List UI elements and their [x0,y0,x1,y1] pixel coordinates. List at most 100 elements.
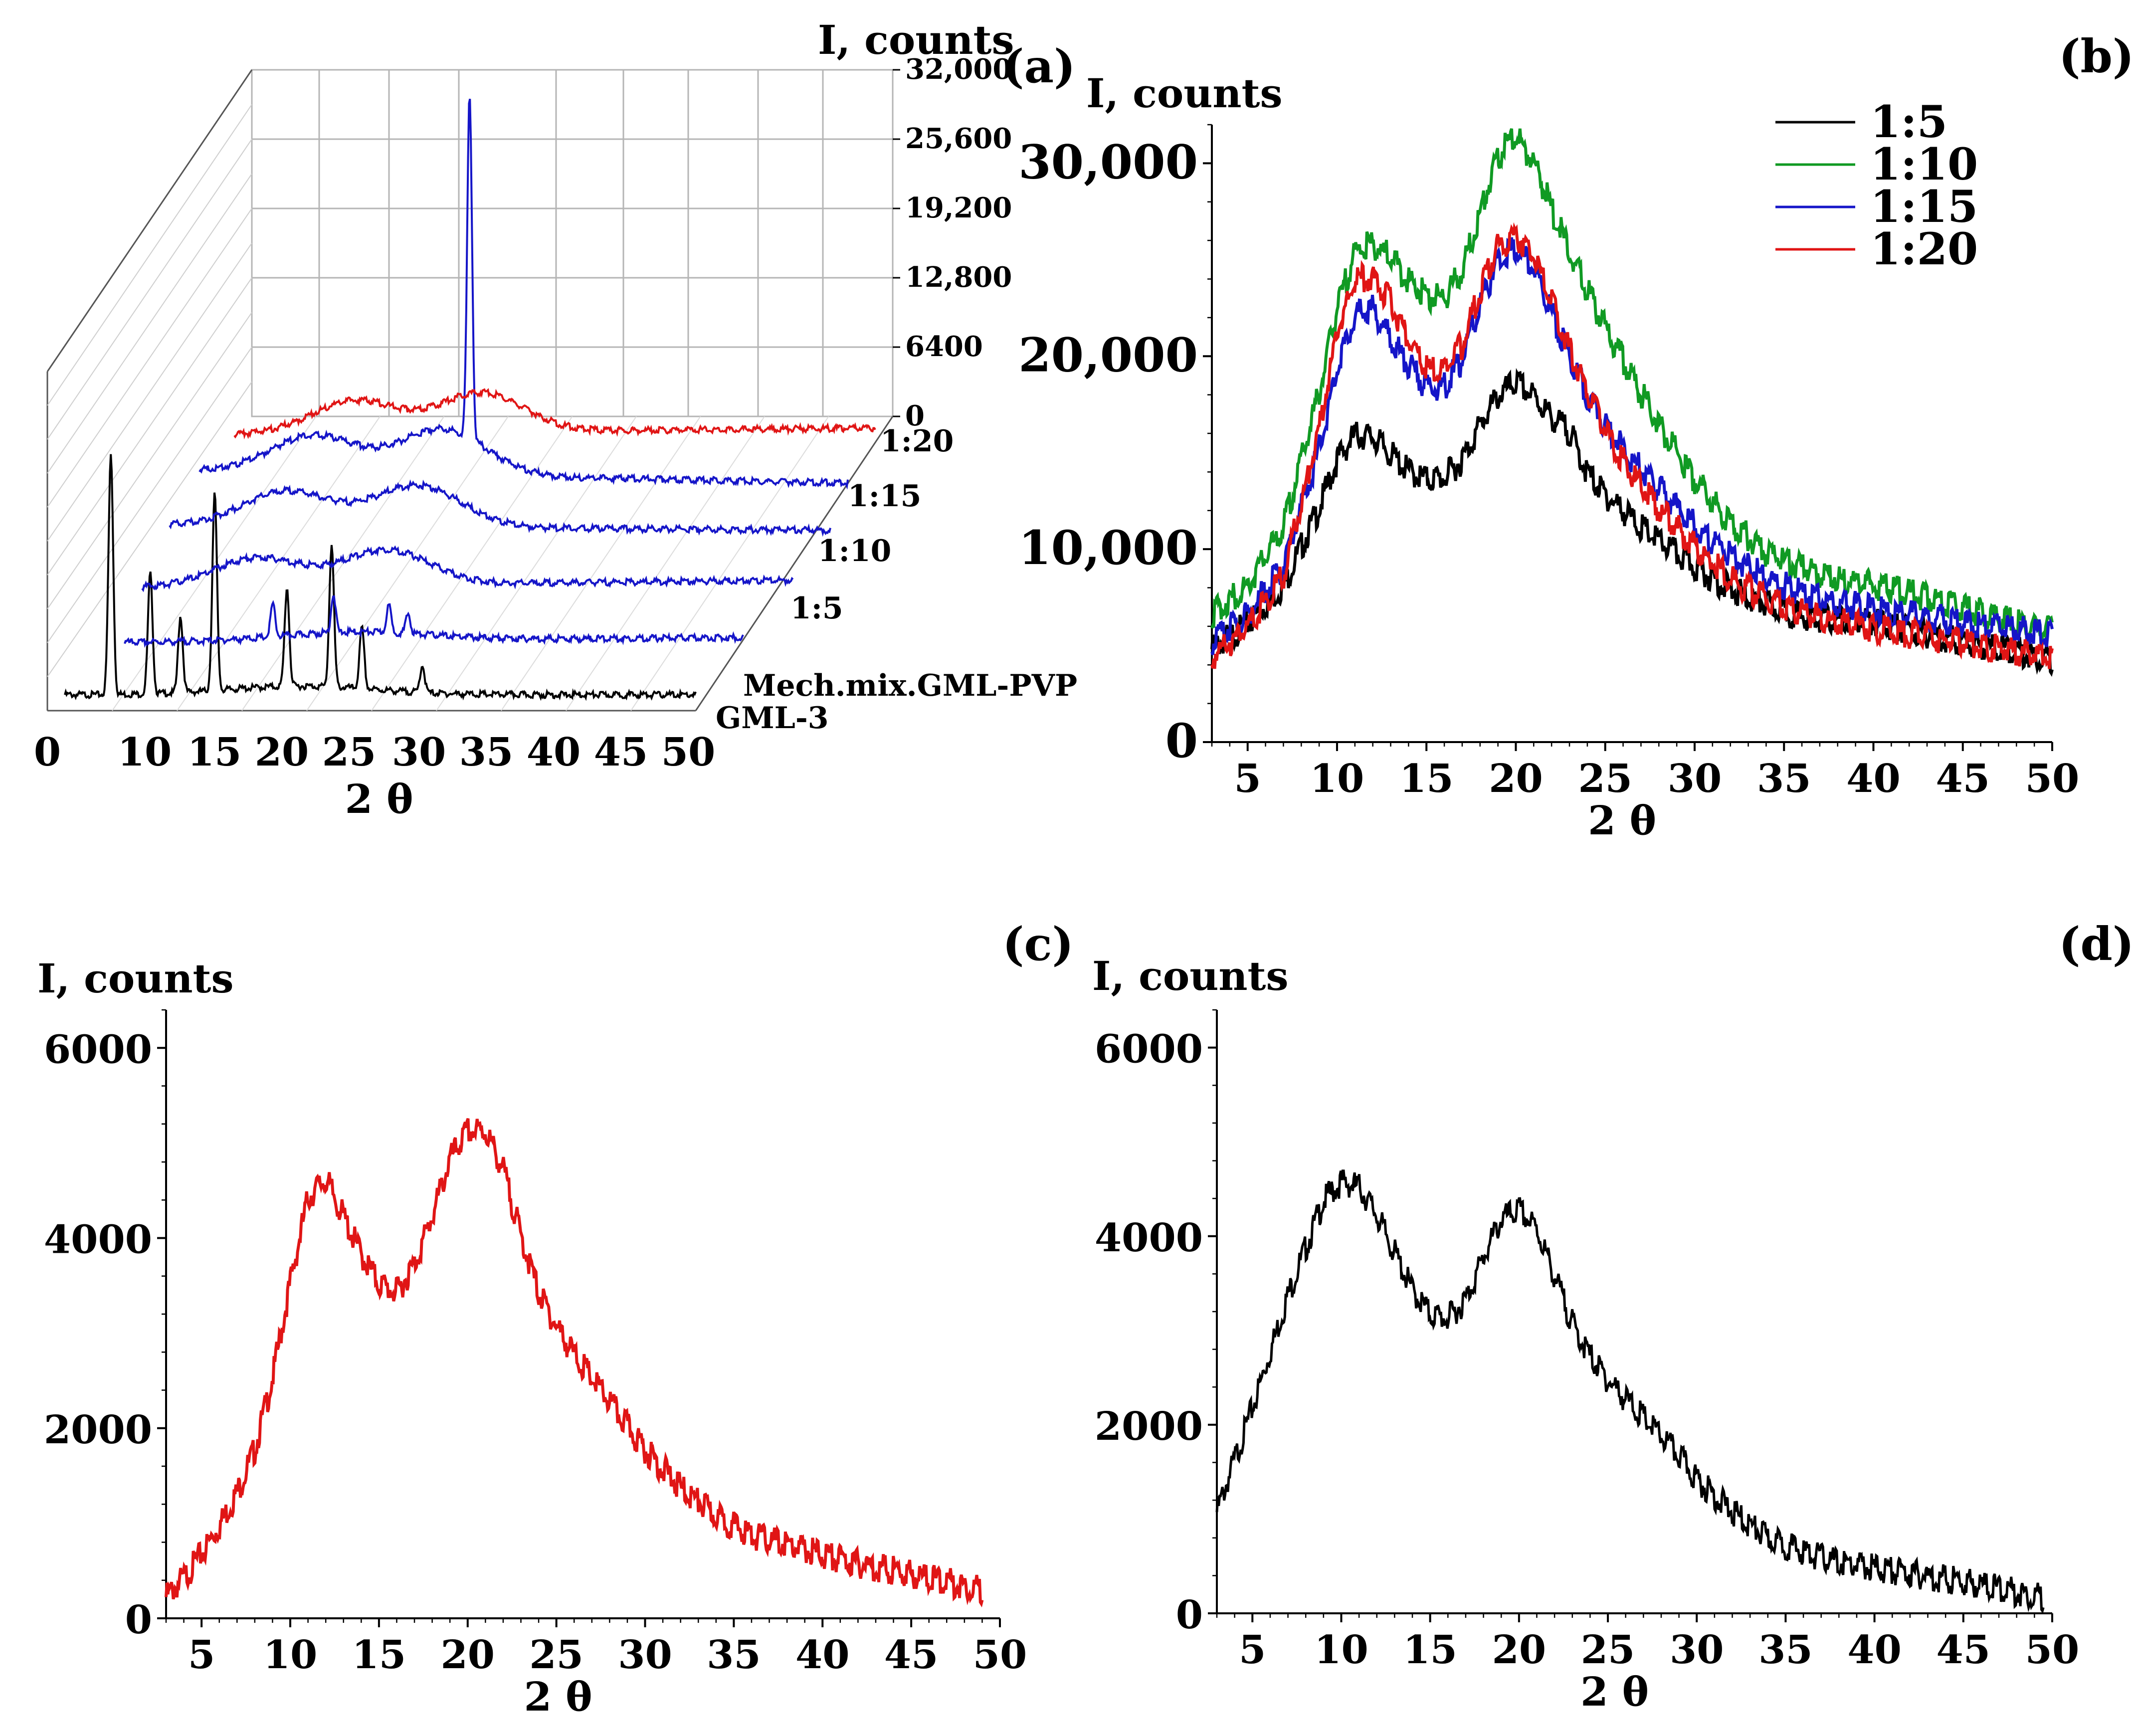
x-tick-label: 35 [1758,1627,1813,1673]
x-axis-title: 2 θ [345,775,413,822]
x-axis-title: 2 θ [1580,1668,1649,1715]
x-tick-label: 45 [1937,1627,1991,1673]
y-tick-label: 6000 [44,1027,152,1072]
floor-gridline [241,416,445,711]
y-tick-label: 0 [125,1597,152,1643]
x-tick-label: 10 [263,1632,318,1678]
y-tick-label: 2000 [1095,1404,1203,1449]
series-line-black [1215,1169,2045,1614]
series-label-1-20: 1:20 [880,424,954,459]
y-tick-label: 2000 [44,1407,152,1453]
y-axis-title: I, counts [37,955,234,1002]
left-wall-gridline [47,104,252,406]
legend-label-1-5: 1:5 [1870,96,1947,148]
z-tick-label: 19,200 [905,192,1012,224]
panel-b-xrd-ratios: 5 10 15 20 25 30 35 40 45 50 0 10,000 20,000 30,000 I,… [1018,70,2079,844]
left-wall-gridline [47,381,252,677]
floor-gridline [112,416,317,711]
x-axis-title: 2 θ [524,1673,592,1720]
left-wall-gridline [47,347,252,643]
panel-d-xrd-black: 5 10 15 20 25 30 35 40 45 50 0 2000 4000 6000 I, count… [1092,953,2079,1715]
x-tick-label: 15 [1399,756,1454,801]
left-wall-gridline [47,312,252,609]
series-label-1-15: 1:15 [848,479,921,514]
floor-gridline [436,416,637,711]
floor-gridline [630,416,829,711]
series-label-Mech-mix-GML-PVP: Mech.mix.GML-PVP [743,668,1077,703]
x-tick-label: 25 [529,1632,583,1678]
left-wall-gridline [47,277,252,576]
z-tick-label: 32,000 [905,53,1012,86]
series-label-GML-3: GML-3 [716,701,829,736]
y-tick-label: 6000 [1095,1027,1203,1072]
x-tick-label: 30 [392,730,446,775]
series-line-1-15 [198,98,849,490]
series-line-1-10 [1210,128,2054,643]
x-tick-label: 10 [1310,756,1364,801]
x-tick-label: 45 [884,1632,939,1678]
x-tick-label: 40 [527,730,581,775]
series-line-red [165,1118,984,1608]
x-tick-label: 50 [2025,756,2080,801]
y-axis-title: I, counts [1092,953,1289,999]
x-tick-label: 35 [1757,756,1811,801]
x-tick-label: 35 [707,1632,761,1678]
legend-label-1-10: 1:10 [1870,138,1978,190]
x-tick-label: 15 [352,1632,406,1678]
y-tick-label: 0 [1176,1592,1203,1638]
panel-letter-a: (a) [1002,39,1076,93]
x-tick-label: 30 [1668,756,1722,801]
x-tick-label: 25 [1578,756,1632,801]
left-wall-gridline [47,208,252,508]
series-line-1-20 [233,388,876,440]
x-tick-label: 0 [34,730,61,775]
x-tick-label: 40 [795,1632,850,1678]
panel-letter-b: (b) [2059,29,2133,83]
z-tick-label: 12,800 [905,261,1012,294]
x-tick-label: 30 [618,1632,672,1678]
z-tick-label: 6400 [905,330,983,363]
y-tick-label: 4000 [1095,1215,1203,1261]
x-tick-label: 35 [459,730,514,775]
floor-gridline [566,416,765,711]
floor-right-edge [695,416,894,711]
series-label-1-5: 1:5 [790,591,843,626]
x-tick-label: 50 [661,730,716,775]
y-tick-label: 20,000 [1018,328,1198,383]
x-tick-label: 25 [322,730,377,775]
x-tick-label: 25 [1581,1627,1635,1673]
x-tick-label: 20 [1489,756,1543,801]
panel-c-xrd-red: 5 10 15 20 25 30 35 40 45 50 0 2000 4000 6000 I, count… [37,955,1027,1720]
floor-gridline [501,416,701,711]
x-tick-label: 5 [188,1632,215,1678]
x-tick-label: 15 [1403,1627,1457,1673]
panel-letter-d: (d) [2059,917,2133,971]
z-axis-title: I, counts [818,16,1014,63]
x-tick-label: 5 [1239,1627,1266,1673]
series-line-1-20 [1210,222,2054,669]
z-tick-label: 0 [905,399,925,432]
x-tick-label: 50 [973,1632,1027,1678]
left-wall-gridline [47,173,252,474]
left-wall-gridline [47,139,252,440]
x-tick-label: 40 [1847,1627,1902,1673]
series-line-1-5 [141,545,794,592]
x-tick-label: 5 [1234,756,1261,801]
back-wall [251,69,894,417]
left-wall-gridline [47,242,252,542]
floor-gridline [371,416,573,711]
x-axis-title: 2 θ [1588,797,1656,844]
series-line-1-10 [169,479,831,537]
series-line-1-15 [1210,237,2054,655]
legend-label-1-15: 1:15 [1870,181,1978,232]
x-tick-label: 50 [2025,1627,2080,1673]
floor-gridline [177,416,381,711]
y-tick-label: 30,000 [1018,135,1198,190]
y-axis-title: I, counts [1086,70,1283,117]
x-tick-label: 40 [1846,756,1901,801]
x-tick-label: 15 [188,730,242,775]
x-tick-label: 20 [255,730,309,775]
